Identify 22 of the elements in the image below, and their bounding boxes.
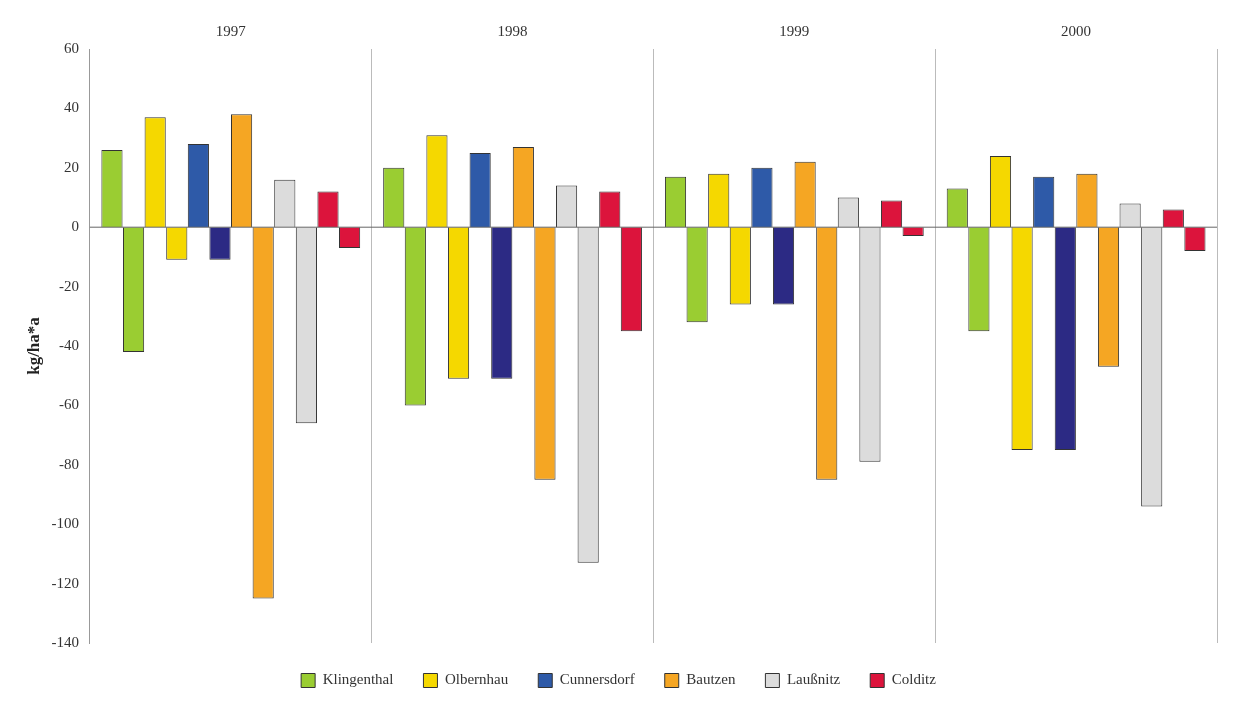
y-tick-label: 0 [71,218,79,235]
legend-label: Olbernhau [444,671,509,688]
y-tick-label: -100 [51,515,79,532]
x-tick-label: 1997 [215,22,247,39]
legend-label: Bautzen [686,671,736,688]
x-tick-label: 1998 [497,22,528,39]
y-tick-label: -20 [58,277,79,294]
y-tick-label: 40 [63,99,79,116]
legend-label: Cunnersdorf [559,671,635,688]
x-tick-label: 1999 [779,22,810,39]
y-axis-title: kg/ha*a [23,316,43,375]
y-tick-label: -140 [51,633,79,650]
legend-label: Laußnitz [786,671,841,688]
legend-label: Klingenthal [322,671,394,688]
legend-label: Colditz [891,671,937,688]
y-tick-label: 20 [63,158,79,175]
x-tick-label: 2000 [1061,22,1092,39]
y-tick-label: -60 [58,396,79,413]
y-tick-label: -40 [58,336,79,353]
y-tick-label: 60 [63,39,79,56]
y-tick-label: -120 [51,574,79,591]
y-tick-label: -80 [58,455,79,472]
